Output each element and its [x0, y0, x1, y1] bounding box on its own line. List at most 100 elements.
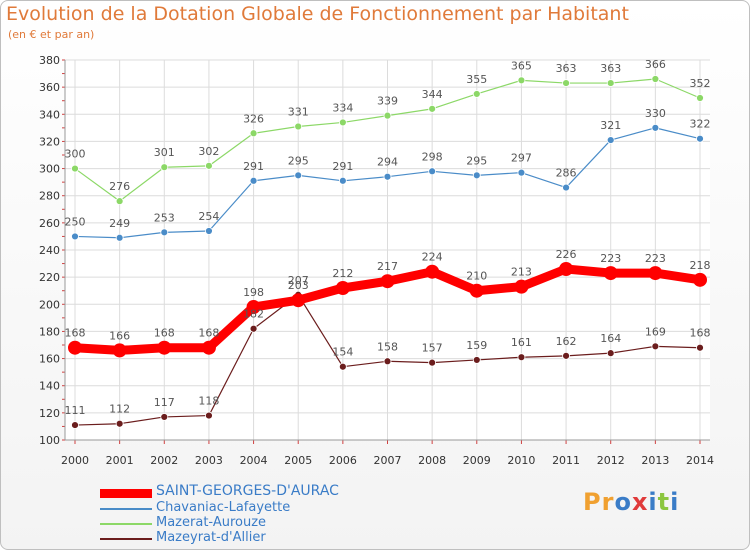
data-point: [294, 122, 303, 131]
legend-label: Mazeyrat-d'Allier: [156, 530, 266, 545]
data-point: [472, 356, 481, 364]
data-point: [335, 281, 350, 295]
data-label: 223: [645, 252, 666, 265]
data-point: [249, 324, 258, 333]
legend-label: SAINT-GEORGES-D'AURAC: [156, 483, 339, 499]
data-label: 164: [600, 332, 621, 345]
data-label: 276: [109, 180, 130, 193]
y-tick-label: 220: [39, 271, 60, 284]
data-point: [696, 343, 704, 352]
data-point: [201, 340, 216, 355]
data-label: 158: [377, 340, 398, 353]
logo-letter: i: [648, 488, 658, 516]
data-point: [71, 421, 79, 429]
data-point: [68, 340, 82, 355]
proxiti-logo: Proxiti: [583, 488, 679, 516]
data-label: 322: [690, 118, 711, 131]
data-label: 207: [288, 274, 309, 287]
data-point: [294, 171, 303, 180]
data-label: 217: [377, 260, 398, 273]
y-tick-label: 180: [39, 325, 60, 338]
data-label: 212: [332, 267, 353, 280]
data-point: [651, 75, 660, 83]
x-tick-label: 2004: [240, 454, 268, 467]
data-label: 117: [154, 396, 175, 409]
data-label: 218: [690, 259, 711, 272]
data-point: [606, 79, 615, 87]
x-tick-label: 2006: [329, 454, 357, 467]
data-point: [380, 274, 395, 289]
data-point: [425, 264, 440, 279]
y-tick-label: 140: [39, 380, 60, 393]
data-point: [71, 164, 79, 173]
y-tick-label: 120: [39, 407, 60, 420]
data-point: [338, 176, 347, 185]
data-point: [291, 293, 306, 308]
data-point: [246, 300, 261, 314]
data-point: [428, 358, 437, 367]
legend-label: Mazerat-Aurouze: [156, 515, 267, 530]
data-label: 111: [65, 404, 86, 417]
data-point: [472, 90, 481, 98]
logo-letter: x: [631, 488, 649, 516]
data-label: 326: [243, 112, 264, 125]
data-label: 344: [422, 88, 443, 101]
data-label: 224: [422, 251, 443, 264]
y-tick-label: 260: [39, 217, 60, 230]
data-point: [160, 163, 169, 172]
data-label: 154: [332, 346, 353, 359]
data-point: [249, 129, 258, 138]
x-tick-label: 2010: [507, 454, 535, 467]
data-point: [383, 172, 392, 181]
data-label: 254: [198, 210, 219, 223]
x-tick-label: 2012: [597, 454, 625, 467]
logo-letter: t: [657, 488, 671, 516]
x-tick-label: 2011: [552, 454, 580, 467]
data-label: 300: [65, 148, 86, 161]
y-tick-label: 320: [39, 135, 60, 148]
y-tick-label: 200: [39, 298, 60, 311]
data-label: 198: [243, 286, 264, 299]
data-label: 168: [65, 327, 86, 340]
chart-title: Evolution de la Dotation Globale de Fonc…: [6, 3, 629, 25]
data-point: [606, 136, 615, 144]
x-tick-label: 2002: [150, 454, 178, 467]
legend-swatch: [100, 523, 152, 525]
y-tick-label: 360: [39, 81, 60, 94]
data-label: 365: [511, 59, 532, 72]
data-point: [517, 76, 526, 85]
data-point: [383, 357, 392, 366]
data-point: [71, 232, 79, 241]
x-tick-label: 2003: [195, 454, 223, 467]
data-label: 301: [154, 146, 175, 159]
y-tick-label: 300: [39, 163, 60, 176]
data-label: 331: [288, 106, 309, 119]
data-point: [205, 411, 213, 420]
data-label: 294: [377, 156, 398, 169]
data-point: [157, 340, 172, 355]
data-label: 295: [466, 154, 487, 167]
data-label: 334: [332, 101, 353, 114]
logo-letter: o: [614, 488, 632, 516]
data-label: 330: [645, 107, 666, 120]
data-label: 112: [109, 403, 130, 416]
data-point: [205, 227, 213, 235]
data-label: 169: [645, 325, 666, 338]
data-point: [249, 176, 258, 185]
data-label: 291: [332, 160, 353, 173]
y-tick-label: 340: [39, 108, 60, 121]
data-point: [428, 104, 437, 113]
x-tick-label: 2007: [374, 454, 402, 467]
data-point: [160, 413, 169, 421]
data-point: [517, 168, 526, 177]
data-label: 223: [600, 252, 621, 265]
data-label: 162: [556, 335, 577, 348]
data-label: 161: [511, 336, 532, 349]
data-point: [562, 79, 570, 87]
data-point: [696, 134, 704, 143]
data-label: 366: [645, 58, 666, 71]
data-label: 352: [690, 77, 711, 90]
data-point: [428, 167, 437, 176]
data-label: 302: [198, 145, 219, 158]
data-point: [472, 171, 481, 180]
